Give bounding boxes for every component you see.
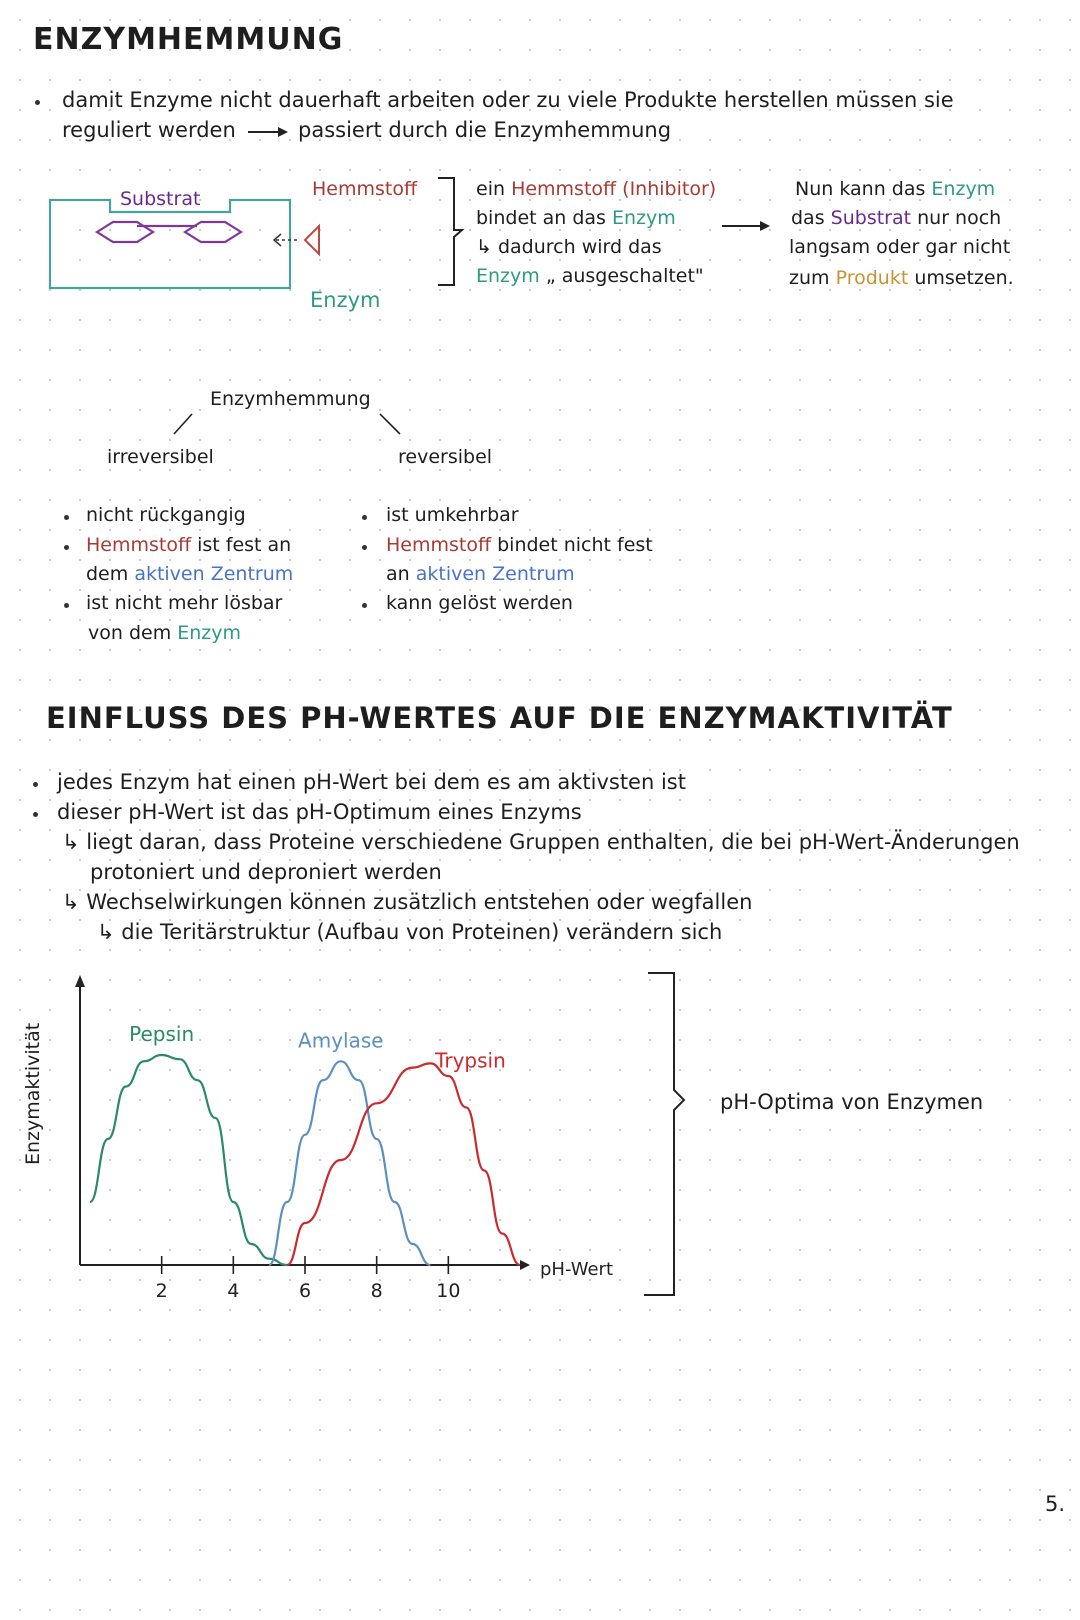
series-label-amylase: Amylase xyxy=(298,1028,384,1052)
tree-right-reversibel: reversibel xyxy=(398,446,493,468)
rev-bullet-2: Hemmstoff bindet nicht fest xyxy=(386,534,653,556)
rev-bullet-1: ist umkehrbar xyxy=(386,504,519,526)
series-line-trypsin xyxy=(286,1062,521,1267)
inhibitor-triangle xyxy=(303,223,320,257)
bullet xyxy=(64,545,69,550)
ph-sub-3: ↳ die Teritärstruktur (Aufbau von Protei… xyxy=(97,920,723,944)
ph-sub-2: ↳ Wechselwirkungen können zusätzlich ent… xyxy=(62,890,753,914)
label-hemmstoff: Hemmstoff xyxy=(312,178,418,200)
bullet xyxy=(362,545,367,550)
ph-optima-chart: 2 4 6 8 10 pH-Wert Pepsin Amylase Trypsin xyxy=(75,975,613,1302)
tree-root: Enzymhemmung xyxy=(210,388,371,410)
brace-label: pH-Optima von Enzymen xyxy=(720,1090,984,1114)
intro-line-2a: reguliert werden xyxy=(62,118,236,142)
intro-line-2b: passiert durch die Enzymhemmung xyxy=(298,118,672,142)
bullet xyxy=(33,812,38,817)
bracket-icon xyxy=(644,972,686,1296)
bullet xyxy=(362,603,367,608)
irrev-bullet-3: ist nicht mehr lösbar xyxy=(86,592,283,614)
rev-bullet-2-cont: an aktiven Zentrum xyxy=(386,563,575,585)
irrev-bullet-1: nicht rückgangig xyxy=(86,504,246,526)
result-line-4: zum Produkt umsetzen. xyxy=(789,267,1014,289)
bullet xyxy=(64,515,69,520)
x-axis-arrow xyxy=(520,1260,530,1270)
rev-bullet-3: kann gelöst werden xyxy=(386,592,573,614)
bullet xyxy=(362,515,367,520)
result-line-1: Nun kann das Enzym xyxy=(795,178,996,200)
bullet xyxy=(64,603,69,608)
substrate-hexagon xyxy=(182,220,244,244)
intro-line-1: damit Enzyme nicht dauerhaft arbeiten od… xyxy=(62,88,954,112)
label-substrat: Substrat xyxy=(120,188,201,210)
section-title-ph: EINFLUSS DES PH-WERTES AUF DIE ENZYMAKTI… xyxy=(46,701,953,735)
ph-sub-1-cont: protoniert und deproniert werden xyxy=(90,860,442,884)
x-tick-label: 6 xyxy=(299,1280,311,1302)
arrow-right-icon xyxy=(722,221,770,231)
irrev-bullet-2: Hemmstoff ist fest an xyxy=(86,534,292,556)
bullet xyxy=(33,782,38,787)
x-tick-label: 2 xyxy=(156,1280,168,1302)
series-line-amylase xyxy=(268,1060,431,1267)
bracket-icon xyxy=(438,177,465,286)
ph-sub-1: ↳ liegt daran, dass Proteine verschieden… xyxy=(62,830,1020,854)
result-line-3: langsam oder gar nicht xyxy=(789,236,1011,258)
section-title-enzymhemmung: ENZYMHEMMUNG xyxy=(33,22,344,57)
series-line-pepsin xyxy=(88,1053,288,1267)
page-number: 5. xyxy=(1045,1492,1066,1516)
ph-bullet-2: dieser pH-Wert ist das pH-Optimum eines … xyxy=(57,800,582,824)
y-axis-arrow xyxy=(75,975,85,987)
irrev-bullet-2-cont: dem aktiven Zentrum xyxy=(86,563,294,585)
x-tick-label: 8 xyxy=(371,1280,383,1302)
chart-ylabel: Enzymaktivität xyxy=(22,1022,44,1165)
explain-line-3: ↳ dadurch wird das xyxy=(476,236,662,258)
label-enzym: Enzym xyxy=(310,288,381,312)
ph-bullet-1: jedes Enzym hat einen pH-Wert bei dem es… xyxy=(57,770,686,794)
explain-line-2: bindet an das Enzym xyxy=(476,207,676,229)
irrev-bullet-3-cont: von dem Enzym xyxy=(88,622,242,644)
tree-left-irreversibel: irreversibel xyxy=(107,446,214,468)
enzyme-inhibitor-diagram xyxy=(48,198,320,290)
x-tick-label: 10 xyxy=(436,1280,460,1302)
tree-branches xyxy=(173,413,401,435)
substrate-hexagon xyxy=(94,220,156,244)
series-label-trypsin: Trypsin xyxy=(434,1048,506,1072)
arrow-right-icon xyxy=(248,127,288,137)
explain-line-4: Enzym „ ausgeschaltet" xyxy=(476,265,704,287)
x-axis-label: pH-Wert xyxy=(540,1259,613,1280)
result-line-2: das Substrat nur noch xyxy=(791,207,1002,229)
bullet xyxy=(35,100,40,105)
x-tick-label: 4 xyxy=(227,1280,239,1302)
series-label-pepsin: Pepsin xyxy=(129,1022,194,1046)
explain-line-1: ein Hemmstoff (Inhibitor) xyxy=(476,178,717,200)
